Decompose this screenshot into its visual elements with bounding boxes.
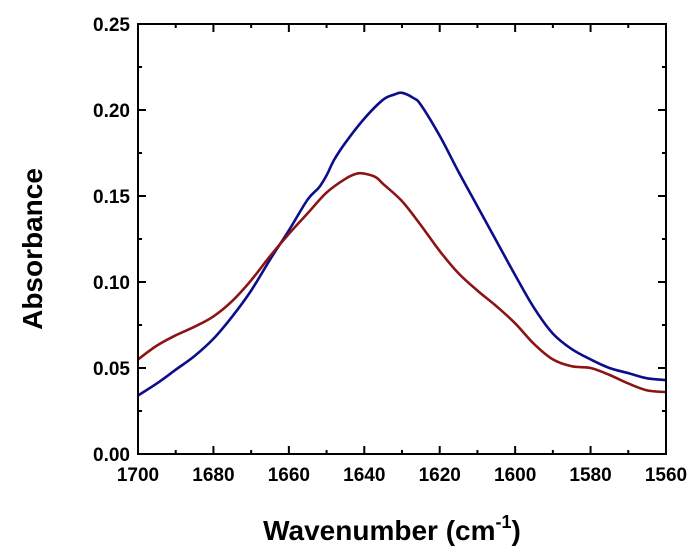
x-axis-label-close: ): [512, 515, 521, 546]
ticks-layer: 1700 1680 1660 1640 1620 1600 1580 1560 0.00 0.05…: [93, 15, 687, 486]
y-tick-label: 0.15: [93, 187, 130, 208]
x-tick-label: 1700: [117, 465, 159, 486]
y-tick-label: 0.05: [93, 359, 130, 380]
y-tick-label: 0.00: [93, 445, 130, 466]
x-tick-label: 1660: [268, 465, 310, 486]
x-axis-label-main: Wavenumber (cm: [263, 515, 495, 546]
series-line-1: [137, 91, 667, 397]
y-axis-label: Absorbance: [17, 168, 48, 330]
x-tick-label: 1600: [494, 465, 536, 486]
series-line-2: [137, 171, 667, 394]
x-tick-label: 1640: [343, 465, 385, 486]
x-tick-label: 1560: [645, 465, 687, 486]
y-tick-label: 0.10: [93, 273, 130, 294]
x-tick-label: 1680: [192, 465, 234, 486]
y-tick-label: 0.25: [93, 15, 130, 36]
x-axis-label: Wavenumber (cm-1): [263, 512, 521, 546]
x-tick-label: 1580: [569, 465, 611, 486]
series-layer: [137, 91, 667, 397]
x-axis-label-superscript: -1: [496, 512, 512, 532]
x-tick-label: 1620: [419, 465, 461, 486]
y-tick-label: 0.20: [93, 101, 130, 122]
